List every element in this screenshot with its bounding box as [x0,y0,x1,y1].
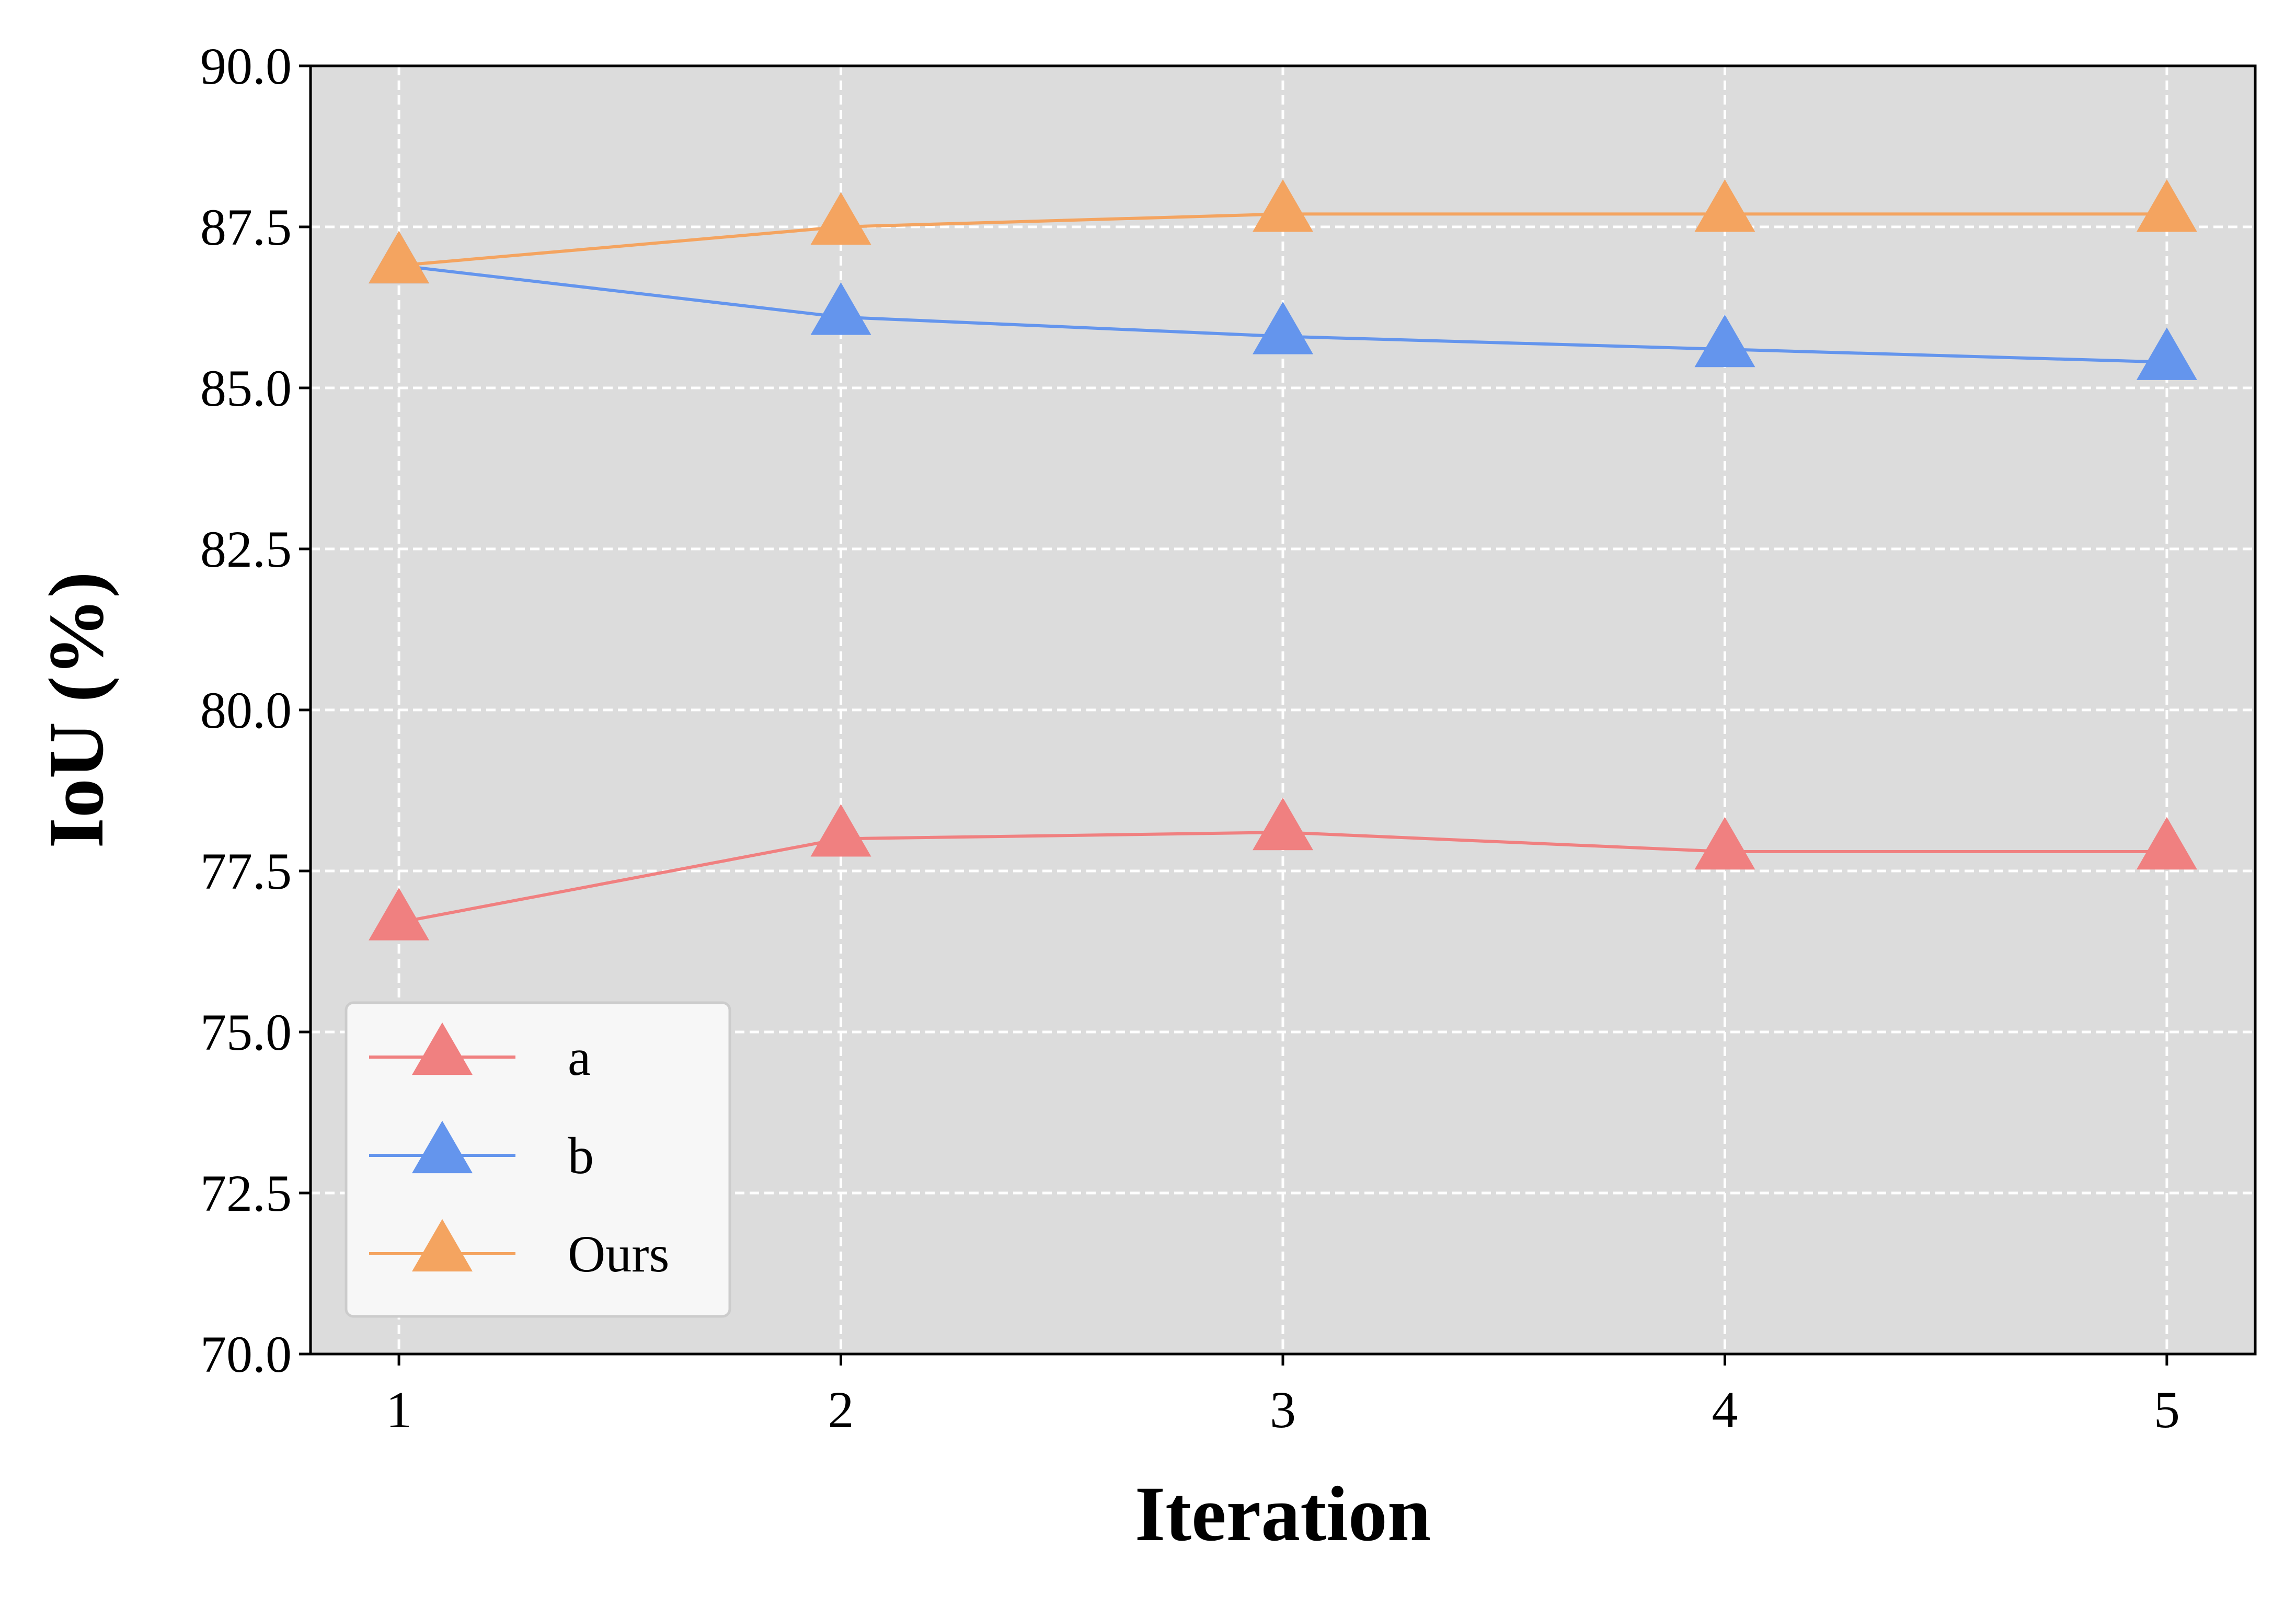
data-point-marker [369,231,430,284]
x-tick-label: 1 [386,1381,412,1439]
y-tick-label: 72.5 [200,1164,292,1222]
y-tick-label: 70.0 [200,1325,292,1383]
legend-marker [412,1219,473,1272]
data-point-marker [1694,179,1755,232]
data-point-marker [2136,179,2197,232]
x-tick-label: 3 [1270,1381,1296,1439]
x-tick-label: 2 [828,1381,854,1439]
series-a [369,797,2197,940]
data-point-marker [810,282,871,335]
data-point-marker [2136,327,2197,380]
legend-item-b: b [369,1120,594,1185]
y-tick-label: 87.5 [200,198,292,256]
data-point-marker [1253,302,1313,354]
legend-label: a [568,1028,591,1086]
y-tick-label: 90.0 [200,37,292,95]
y-tick-label: 82.5 [200,520,292,578]
legend-marker [412,1120,473,1174]
x-tick-label: 5 [2154,1381,2180,1439]
x-axis-title: Iteration [1135,1471,1431,1557]
y-tick-label: 75.0 [200,1003,292,1061]
y-tick-label: 80.0 [200,681,292,739]
data-point-marker [810,804,871,857]
y-tick-label: 77.5 [200,842,292,900]
series-group [369,179,2197,940]
data-point-marker [2136,817,2197,870]
data-point-marker [1253,797,1313,851]
legend-item-ours: Ours [369,1219,669,1283]
legend-label: Ours [568,1225,669,1283]
legend-item-a: a [369,1022,591,1086]
legend: ab Ours [345,1001,731,1318]
y-axis-title: IoU (%) [33,571,120,848]
legend-box [345,1001,731,1318]
data-point-marker [1694,817,1755,870]
data-point-marker [369,888,430,940]
data-point-marker [810,192,871,245]
legend-label: b [568,1127,594,1185]
data-point-marker [1253,179,1313,232]
ticks: 1 2 3 4 5 70.0 72.5 75.0 77.5 80.0 82.5 85.0 87.5 90.… [200,37,2180,1439]
x-tick-label: 4 [1712,1381,1738,1439]
y-tick-label: 85.0 [200,359,292,417]
series-ours [369,179,2197,284]
legend-marker [412,1022,473,1075]
data-point-marker [1694,314,1755,368]
